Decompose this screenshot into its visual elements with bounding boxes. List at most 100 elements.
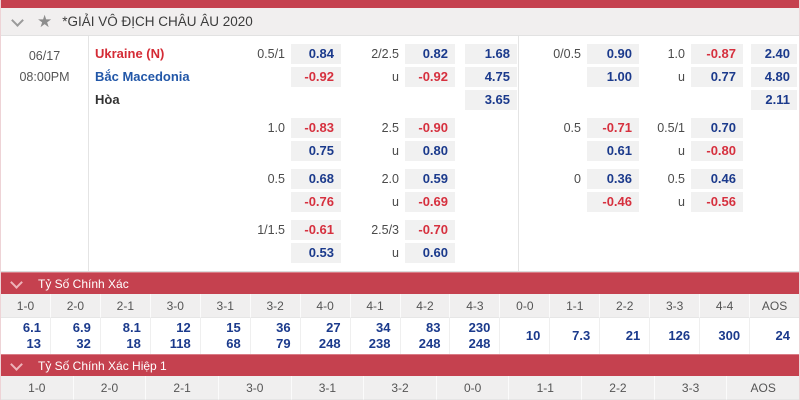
hdp-home-odds[interactable]: 0.90 [587,43,639,64]
ou-label: 2.5/3 [371,222,399,237]
score-odds-cell[interactable]: 21 [600,318,651,354]
hdp-away-odds[interactable]: -0.46 [587,191,639,212]
under-label: u [392,194,399,209]
score-header-cell: 2-0 [73,376,147,400]
collapse-chevron-icon[interactable] [10,275,23,289]
league-header: ★ *GIẢI VÔ ĐỊCH CHÂU ÂU 2020 [1,8,799,36]
over-odds[interactable]: 0.59 [405,168,455,189]
under-label: u [392,69,399,84]
ou-label: 2.0 [381,171,399,186]
under-label: u [678,194,685,209]
correct-score-title: Tỷ Số Chính Xác [38,276,129,291]
correct-score-h1-header-row: 1-0 2-0 2-1 3-0 3-1 3-2 0-0 1-1 2-2 3-3 … [1,376,799,400]
score-odds-cell[interactable]: 34 238 [351,318,401,354]
hdp-away-odds[interactable]: -0.76 [291,191,341,212]
handicap-label: 1/1.5 [257,222,285,237]
score-header-cell: 1-0 [1,294,51,318]
away-team-name: Bắc Macedonia [95,69,190,84]
odds-row-group-1: Ukraine (N) Bắc Macedonia Hòa 0.5/1 0.84… [89,42,799,111]
handicap-label: 0.5/1 [257,46,285,61]
score-odds-cell[interactable]: 126 [650,318,701,354]
score-odds-cell[interactable]: 300 [700,318,751,354]
score-header-cell: 2-0 [50,294,101,318]
hdp-home-odds[interactable]: 0.36 [587,168,639,189]
score-odds-cell[interactable]: 12 118 [151,318,201,354]
under-odds[interactable]: -0.56 [691,191,743,212]
x12-away-odds[interactable]: 4.75 [465,66,517,87]
under-odds[interactable]: -0.92 [405,66,455,87]
hdp-home-odds[interactable]: -0.61 [291,219,341,240]
hdp-home-odds[interactable]: -0.83 [291,117,341,138]
collapse-chevron-icon[interactable] [10,357,23,371]
score-header-cell: AOS [727,376,799,400]
odds-row-group-4: 1/1.5 -0.61 2.5/3 -0.70 0.53 u 0.60 [89,218,799,264]
score-odds-cell[interactable]: 10 [500,318,551,354]
under-odds[interactable]: 0.80 [405,140,455,161]
under-odds[interactable]: -0.80 [691,140,743,161]
score-odds-cell[interactable]: 6.9 32 [51,318,101,354]
score-odds-cell[interactable]: 27 248 [301,318,351,354]
score-header-cell: 4-3 [450,294,501,318]
handicap-label: 0.5 [563,120,581,135]
score-odds-cell[interactable]: 15 68 [201,318,251,354]
score-header-cell: 2-2 [600,294,651,318]
over-odds[interactable]: 0.46 [691,168,743,189]
correct-score-h1-section-bar[interactable]: Tỷ Số Chính Xác Hiệp 1 [1,354,799,376]
score-header-cell: 3-0 [150,294,201,318]
hdp-away-odds[interactable]: -0.92 [291,66,341,87]
score-header-cell: 3-2 [250,294,301,318]
score-header-cell: 4-0 [300,294,351,318]
over-odds[interactable]: -0.90 [405,117,455,138]
hdp-away-odds[interactable]: 0.75 [291,140,341,161]
under-odds[interactable]: 0.77 [691,66,743,87]
score-odds-cell[interactable]: 36 79 [251,318,301,354]
score-header-cell: 4-1 [350,294,401,318]
score-odds-cell[interactable]: 83 248 [401,318,451,354]
score-odds-cell[interactable]: 8.1 18 [101,318,151,354]
match-datetime: 06/17 08:00PM [1,36,89,271]
under-odds[interactable]: 0.60 [405,242,455,263]
over-odds[interactable]: 0.70 [691,117,743,138]
collapse-chevron-icon[interactable] [11,13,24,27]
over-odds[interactable]: -0.87 [691,43,743,64]
league-title: *GIẢI VÔ ĐỊCH CHÂU ÂU 2020 [62,14,253,29]
hdp-away-odds[interactable]: 0.61 [587,140,639,161]
x12-draw-odds[interactable]: 3.65 [465,89,517,110]
correct-score-odds-row: 6.1 13 6.9 32 8.1 18 12 118 15 68 36 79 27 248 … [1,318,799,354]
over-odds[interactable]: -0.70 [405,219,455,240]
full-time-odds-panel: 1/1.5 -0.61 2.5/3 -0.70 0.53 u 0.60 [249,218,519,264]
score-header-cell: 3-0 [218,376,292,400]
hdp-home-odds[interactable]: 0.68 [291,168,341,189]
correct-score-section-bar[interactable]: Tỷ Số Chính Xác [1,272,799,294]
score-header-cell: 1-1 [509,376,583,400]
match-odds-table: 06/17 08:00PM Ukraine (N) Bắc Macedonia … [1,36,799,272]
x12-draw-odds[interactable]: 2.11 [751,89,797,110]
score-odds-cell[interactable]: 6.1 13 [1,318,51,354]
score-header-cell: 3-2 [364,376,437,400]
x12-home-odds[interactable]: 1.68 [465,43,517,64]
draw-label: Hòa [95,92,120,107]
score-header-cell: 3-1 [291,376,365,400]
hdp-home-odds[interactable]: -0.71 [587,117,639,138]
over-odds[interactable]: 0.82 [405,43,455,64]
score-header-cell: 4-2 [400,294,451,318]
favorite-star-icon[interactable]: ★ [37,12,53,31]
teams-column: Ukraine (N) Bắc Macedonia Hòa [89,42,249,111]
score-header-cell: 2-1 [100,294,151,318]
ou-label: 0.5 [667,171,685,186]
odds-row-group-3: 0.5 0.68 2.0 0.59 -0.76 u -0.69 0 [89,167,799,213]
score-odds-cell[interactable]: 230 248 [450,318,501,354]
score-odds-cell[interactable]: 7.3 [550,318,601,354]
full-time-odds-panel: 0.5/1 0.84 2/2.5 0.82 1.68 -0.92 u -0.92… [249,42,519,111]
x12-home-odds[interactable]: 2.40 [751,43,797,64]
handicap-label: 0 [574,171,581,186]
under-odds[interactable]: -0.69 [405,191,455,212]
score-odds-cell[interactable]: 24 [775,328,790,343]
hdp-away-odds[interactable]: 0.53 [291,242,341,263]
x12-away-odds[interactable]: 4.80 [751,66,797,87]
correct-score-header-row: 1-0 2-0 2-1 3-0 3-1 3-2 4-0 4-1 4-2 4-3 … [1,294,799,318]
under-label: u [678,143,685,158]
hdp-home-odds[interactable]: 0.84 [291,43,341,64]
ou-label: 1.0 [667,46,685,61]
hdp-away-odds[interactable]: 1.00 [587,66,639,87]
